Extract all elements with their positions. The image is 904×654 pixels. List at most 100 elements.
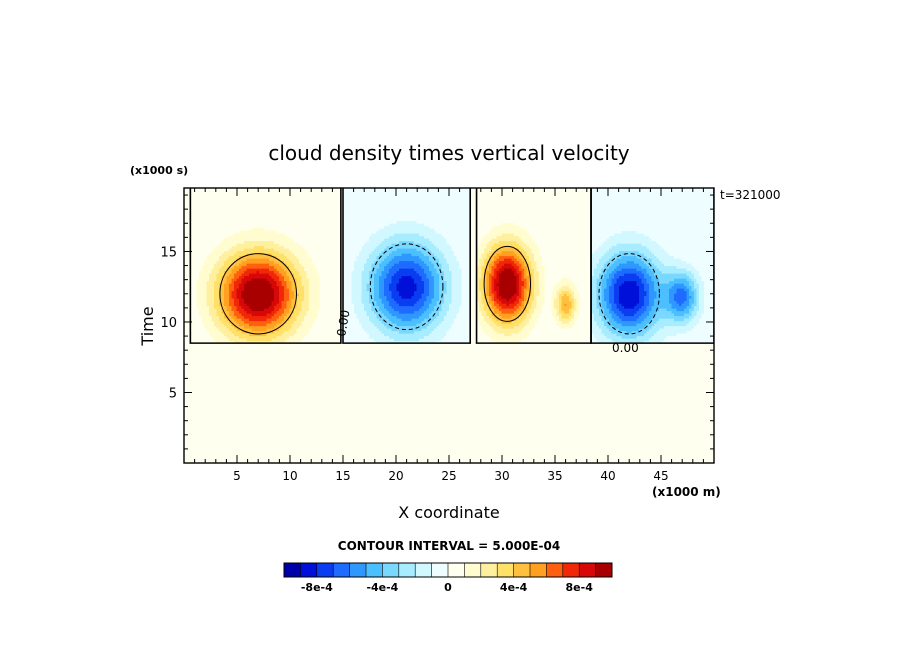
heatmap-cell xyxy=(459,303,463,307)
heatmap-cell xyxy=(359,323,363,327)
heatmap-cell xyxy=(634,293,638,297)
heatmap-cell xyxy=(299,335,303,339)
heatmap-cell xyxy=(281,298,285,302)
heatmap-cell xyxy=(299,330,303,334)
heatmap-cell xyxy=(394,280,398,284)
heatmap-cell xyxy=(511,275,515,279)
heatmap-cell xyxy=(669,273,673,277)
heatmap-cell xyxy=(466,305,470,309)
heatmap-cell xyxy=(574,310,578,314)
heatmap-cell xyxy=(436,303,440,307)
heatmap-cell xyxy=(516,290,520,294)
heatmap-cell xyxy=(501,325,505,329)
heatmap-cell xyxy=(531,293,535,297)
heatmap-cell xyxy=(551,293,555,297)
heatmap-cell xyxy=(399,293,403,297)
heatmap-cell xyxy=(441,333,445,337)
heatmap-cell xyxy=(244,335,248,339)
heatmap-cell xyxy=(486,295,490,299)
heatmap-cell xyxy=(419,290,423,294)
heatmap-cell xyxy=(216,283,220,287)
heatmap-cell xyxy=(256,338,260,342)
heatmap-cell xyxy=(354,333,358,337)
heatmap-cell xyxy=(481,305,485,309)
heatmap-cell xyxy=(356,315,360,319)
heatmap-cell xyxy=(506,330,510,334)
heatmap-cell xyxy=(354,320,358,324)
heatmap-cell xyxy=(396,270,400,274)
heatmap-cell xyxy=(266,340,270,344)
heatmap-cell xyxy=(234,283,238,287)
heatmap-cell xyxy=(539,280,543,284)
heatmap-cell xyxy=(384,290,388,294)
heatmap-cell xyxy=(236,323,240,327)
heatmap-cell xyxy=(396,315,400,319)
heatmap-cell xyxy=(516,320,520,324)
heatmap-cell xyxy=(411,293,415,297)
heatmap-cell xyxy=(461,340,465,344)
heatmap-cell xyxy=(409,313,413,317)
heatmap-cell xyxy=(294,295,298,299)
heatmap-cell xyxy=(499,325,503,329)
heatmap-cell xyxy=(226,293,230,297)
heatmap-cell xyxy=(484,305,488,309)
heatmap-cell xyxy=(221,310,225,314)
heatmap-cell xyxy=(381,273,385,277)
heatmap-cell xyxy=(699,280,703,284)
heatmap-cell xyxy=(401,293,405,297)
heatmap-cell xyxy=(351,313,355,317)
heatmap-cell xyxy=(609,320,613,324)
heatmap-cell xyxy=(229,273,233,277)
heatmap-cell xyxy=(514,283,518,287)
heatmap-cell xyxy=(424,315,428,319)
heatmap-cell xyxy=(689,315,693,319)
heatmap-cell xyxy=(491,275,495,279)
heatmap-cell xyxy=(371,325,375,329)
heatmap-cell xyxy=(361,280,365,284)
heatmap-cell xyxy=(276,338,280,342)
heatmap-cell xyxy=(304,315,308,319)
heatmap-cell xyxy=(691,275,695,279)
heatmap-cell xyxy=(484,293,488,297)
heatmap-cell xyxy=(659,280,663,284)
heatmap-cell xyxy=(301,273,305,277)
heatmap-cell xyxy=(599,283,603,287)
heatmap-cell xyxy=(356,300,360,304)
heatmap-cell xyxy=(594,333,598,337)
heatmap-cell xyxy=(616,333,620,337)
heatmap-cell xyxy=(594,303,598,307)
heatmap-cell xyxy=(671,283,675,287)
heatmap-cell xyxy=(409,280,413,284)
heatmap-cell xyxy=(351,283,355,287)
heatmap-cell xyxy=(439,313,443,317)
heatmap-cell xyxy=(576,300,580,304)
heatmap-cell xyxy=(496,270,500,274)
heatmap-cell xyxy=(429,300,433,304)
heatmap-cell xyxy=(419,303,423,307)
heatmap-cell xyxy=(681,300,685,304)
heatmap-cell xyxy=(674,295,678,299)
heatmap-cell xyxy=(606,330,610,334)
heatmap-cell xyxy=(256,295,260,299)
heatmap-cell xyxy=(599,305,603,309)
heatmap-cell xyxy=(199,303,203,307)
heatmap-cell xyxy=(531,295,535,299)
heatmap-cell xyxy=(456,315,460,319)
heatmap-cell xyxy=(209,275,213,279)
heatmap-cell xyxy=(386,325,390,329)
heatmap-cell xyxy=(401,330,405,334)
heatmap-cell xyxy=(429,313,433,317)
heatmap-cell xyxy=(599,330,603,334)
heatmap-cell xyxy=(371,310,375,314)
heatmap-cell xyxy=(661,275,665,279)
heatmap-cell xyxy=(399,270,403,274)
heatmap-cell xyxy=(236,275,240,279)
heatmap-cell xyxy=(509,330,513,334)
heatmap-cell xyxy=(559,305,563,309)
heatmap-cell xyxy=(534,303,538,307)
heatmap-cell xyxy=(566,298,570,302)
heatmap-cell xyxy=(356,305,360,309)
heatmap-cell xyxy=(676,295,680,299)
heatmap-cell xyxy=(616,325,620,329)
heatmap-cell xyxy=(676,330,680,334)
